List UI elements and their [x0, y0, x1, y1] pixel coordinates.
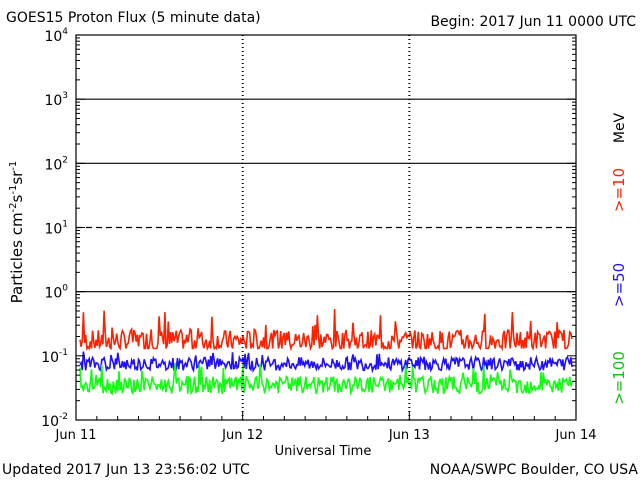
legend-ge50: >=50 — [610, 263, 628, 307]
y-tick-label: 104 — [44, 27, 68, 45]
y-tick-label: 10-1 — [41, 348, 68, 366]
credit-label: NOAA/SWPC Boulder, CO USA — [430, 462, 639, 478]
legend-ge10: >=10 — [610, 168, 628, 212]
updated-time: Updated 2017 Jun 13 23:56:02 UTC — [2, 462, 250, 478]
begin-time: Begin: 2017 Jun 11 0000 UTC — [430, 14, 636, 30]
energy-unit-label: MeV — [612, 112, 628, 143]
y-axis-label: Particles cm-2s-1sr-1 — [8, 161, 26, 304]
x-tick-label: Jun 14 — [555, 428, 597, 443]
plot-area: 10-2 10-1 100 101 102 103 104 Jun 11 Jun 12 Jun 1… — [41, 27, 596, 443]
series-line-ge100 — [79, 362, 573, 397]
x-axis-label: Universal Time — [275, 444, 372, 459]
y-tick-label: 101 — [44, 220, 68, 238]
x-tick-label: Jun 12 — [221, 428, 263, 443]
legend-ge100: >=100 — [610, 351, 628, 405]
x-tick-label: Jun 11 — [55, 428, 97, 443]
y-tick-label: 103 — [44, 91, 68, 109]
series-line-ge50 — [79, 351, 573, 374]
y-tick-label: 102 — [44, 155, 68, 173]
y-tick-label: 10-2 — [41, 412, 68, 430]
series-line-ge10 — [79, 308, 573, 352]
chart-title: GOES15 Proton Flux (5 minute data) — [6, 10, 261, 26]
y-tick-label: 100 — [44, 284, 68, 302]
x-tick-label: Jun 13 — [388, 428, 430, 443]
